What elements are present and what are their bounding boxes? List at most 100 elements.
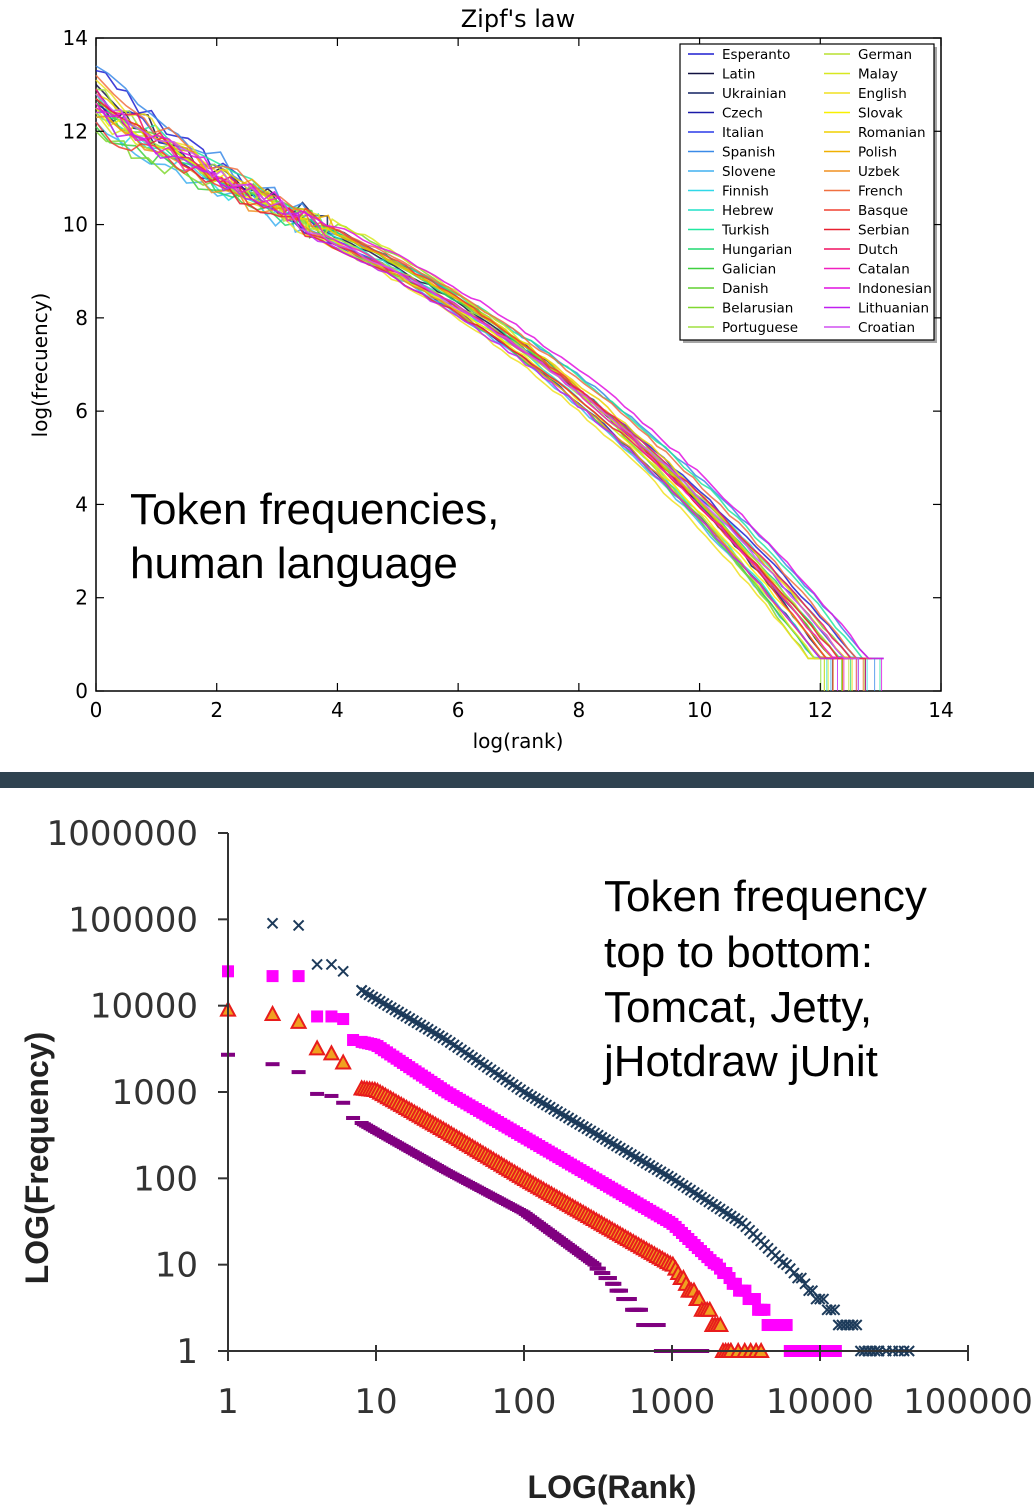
top-x-tick-label: 12 [808,698,833,722]
data-point [851,1319,863,1331]
data-point [337,1013,350,1026]
series-line-lithuanian [95,111,836,660]
data-point [633,1307,648,1312]
bottom-x-tick-label: 1 [217,1382,239,1422]
data-point [748,1293,761,1306]
legend-entry: Indonesian [858,281,932,297]
data-point [614,1288,629,1293]
bottom-annotation-line-2: top to bottom: [604,928,873,977]
legend-entry: Danish [722,281,769,297]
legend-entry: Basque [858,203,908,219]
bottom-x-tick-label: 10 [354,1382,397,1422]
data-point [325,1010,338,1023]
data-point [324,1093,339,1098]
bottom-annotation-line-3: Tomcat, Jetty, [604,983,872,1032]
legend-entry: Uzbek [858,164,900,180]
top-y-tick-label: 8 [75,306,88,330]
data-point [266,917,279,929]
data-point [847,1319,859,1331]
data-point [602,1276,617,1281]
data-point [587,1262,602,1267]
data-point [828,1304,841,1316]
bottom-y-tick-label: 1000 [111,1073,198,1113]
top-y-tick-label: 6 [75,399,88,423]
legend-entry: Malay [858,67,898,83]
top-annotation-line-2: human language [130,539,458,588]
data-point [701,1300,719,1317]
data-point [311,1010,324,1023]
legend-entry: Galician [722,262,776,278]
series-line-slovene [95,121,830,660]
top-x-tick-label: 6 [452,698,465,722]
data-point [265,1062,280,1067]
top-y-axis-label: log(frecuency) [28,293,52,438]
data-point [322,1044,341,1061]
bottom-x-axis-label: LOG(Rank) [528,1469,697,1505]
data-point [310,1091,325,1096]
series-line-serbian [95,97,854,660]
series-line-croatian [95,93,860,660]
data-point [607,1281,622,1286]
top-y-tick-label: 10 [63,213,88,237]
data-point [711,1315,730,1333]
bottom-y-axis-label: LOG(Frequency) [19,1032,55,1284]
top-axes-group: 0 2 4 6 8 10 12 14 0 2 4 6 8 10 12 14 [63,26,954,722]
legend-entry: Spanish [722,145,775,161]
legend-entry: Slovene [722,164,776,180]
legend-entry: Czech [722,106,763,122]
data-point [651,1323,666,1328]
data-point [263,1004,282,1022]
top-annotation-line-1: Token frequencies, [130,485,499,534]
data-point [758,1303,771,1316]
bottom-y-tick-label: 100000 [68,900,198,940]
data-point [591,1266,606,1271]
data-point [690,1289,708,1307]
data-point [291,1070,306,1075]
data-point [308,1039,326,1056]
data-point [334,1053,352,1070]
data-point [311,958,323,971]
top-chart-title: Zipf's law [461,5,576,33]
bottom-annotation-line-1: Token frequency [604,872,927,921]
top-x-tick-label: 0 [90,698,103,722]
legend-entry: Hebrew [722,203,774,219]
legend-entry: Italian [722,125,764,141]
legend-entry: Hungarian [722,242,792,258]
legend-entry: Croatian [858,320,915,336]
top-legend: Esperanto Latin Ukrainian Czech Italian Spani… [679,43,937,343]
data-point [795,1272,808,1284]
data-point [825,1304,837,1316]
bottom-y-tick-label: 10000 [90,987,198,1027]
data-point [780,1319,793,1332]
legend-entry: Lithuanian [858,301,929,317]
bottom-series-group [219,917,915,1358]
legend-entry: Dutch [858,242,898,258]
data-point [325,958,338,971]
legend-entry: Portuguese [722,320,798,336]
bottom-x-tick-label: 1000 [629,1382,716,1422]
top-y-tick-label: 14 [63,26,88,50]
bottom-annotation-line-4: jHotdraw jUnit [602,1037,878,1086]
data-point [289,1012,308,1029]
top-y-tick-label: 2 [75,586,88,610]
data-point [791,1272,804,1284]
data-point [814,1293,826,1305]
top-x-tick-label: 4 [331,698,344,722]
data-point [292,970,305,983]
top-x-tick-label: 2 [210,698,223,722]
zipf-source-code-chart: 1 10 100 1000 10000 100000 1 10 100 1000 10000 1000… [19,814,1033,1505]
top-y-tick-label: 0 [75,679,88,703]
data-point [596,1271,611,1276]
legend-entry: Latin [722,67,755,83]
legend-entry: German [858,47,912,63]
zipf-human-language-chart: 0 2 4 6 8 10 12 14 0 2 4 6 8 10 12 14 Zipf's law log(ra… [28,5,954,753]
top-y-tick-label: 12 [63,119,88,143]
bottom-y-tick-label: 1000000 [47,814,198,854]
top-y-tick-label: 4 [75,492,88,516]
legend-entry: Ukrainian [722,86,786,102]
bottom-x-tick-label: 100 [492,1382,557,1422]
bottom-y-tick-label: 100 [133,1159,198,1199]
top-series-group [95,65,884,691]
data-point [622,1297,637,1302]
top-x-tick-label: 8 [572,698,585,722]
